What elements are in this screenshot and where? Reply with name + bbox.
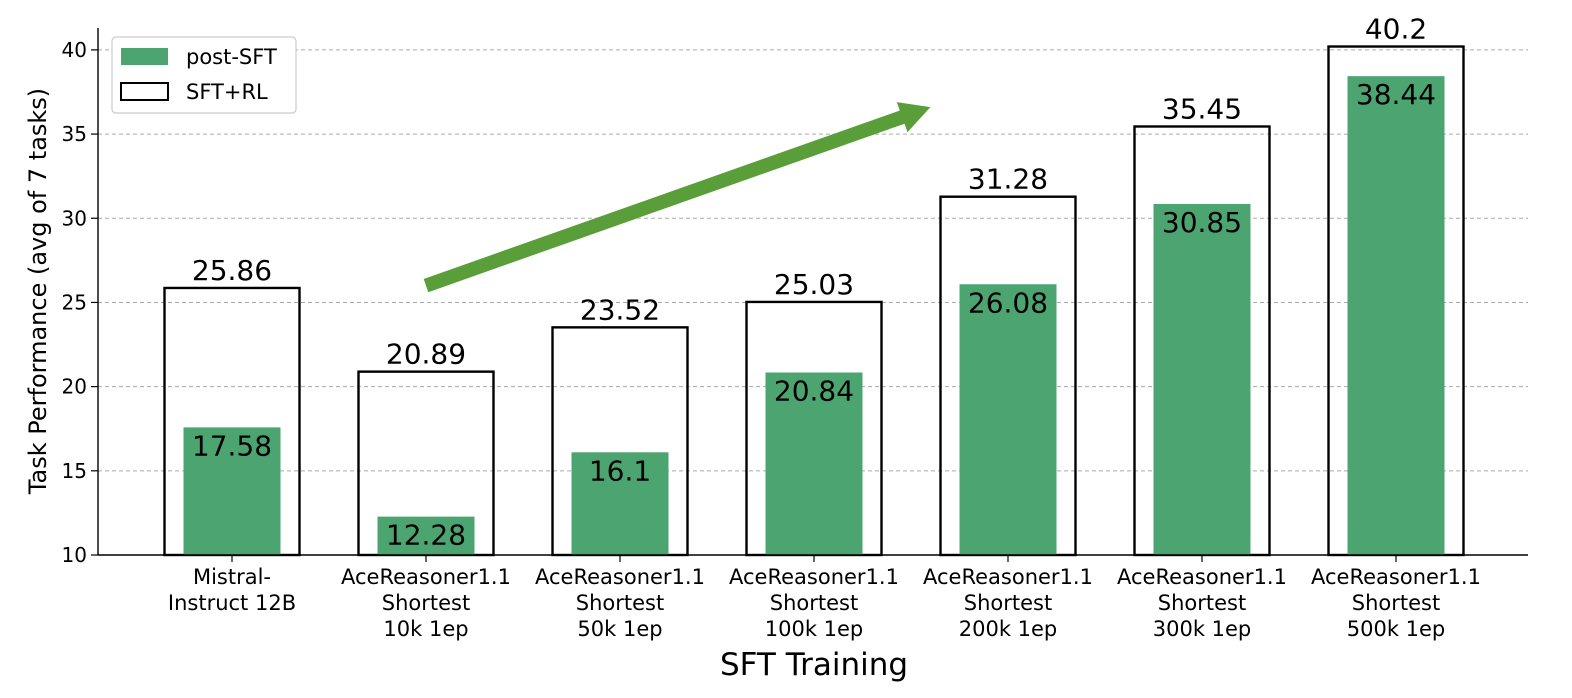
x-tick-label: 200k 1ep (959, 617, 1058, 641)
legend: post-SFT SFT+RL (111, 36, 297, 114)
x-tick-label: Shortest (964, 591, 1052, 615)
x-tick-label: AceReasoner1.1 (1311, 565, 1481, 589)
legend-swatch-post-sft (121, 48, 168, 65)
x-tick-label: Shortest (382, 591, 470, 615)
y-ticks: 10 15 20 25 30 35 40 (62, 38, 98, 567)
y-tick-label: 20 (62, 375, 87, 399)
x-tick-label: 50k 1ep (577, 617, 662, 641)
annotations (423, 102, 931, 293)
x-tick-label: Shortest (1158, 591, 1246, 615)
y-tick-label: 15 (62, 459, 87, 483)
value-label-post-sft: 16.1 (589, 454, 651, 487)
x-axis-title: SFT Training (720, 647, 908, 683)
value-label-sft-rl: 35.45 (1162, 92, 1242, 125)
value-label-post-sft: 38.44 (1356, 78, 1436, 111)
x-tick-label: 300k 1ep (1153, 617, 1252, 641)
value-label-sft-rl: 25.86 (192, 254, 272, 287)
bar-post-sft (765, 372, 863, 555)
y-tick-label: 30 (62, 206, 87, 230)
y-tick-label: 35 (62, 122, 87, 146)
value-label-post-sft: 20.84 (774, 374, 854, 407)
value-label-sft-rl: 23.52 (580, 293, 660, 326)
x-tick-label: AceReasoner1.1 (341, 565, 511, 589)
bar-post-sft (1153, 203, 1251, 556)
trend-arrow (423, 102, 931, 293)
x-tick-label: 500k 1ep (1347, 617, 1446, 641)
value-label-sft-rl: 40.2 (1365, 13, 1427, 46)
value-label-sft-rl: 31.28 (968, 163, 1048, 196)
legend-label-sft-rl: SFT+RL (186, 80, 268, 104)
legend-label-post-sft: post-SFT (186, 45, 277, 69)
x-tick-label: Mistral- (193, 565, 271, 589)
y-axis-title: Task Performance (avg of 7 tasks) (24, 88, 52, 495)
legend-swatch-sft-rl (120, 82, 169, 101)
value-label-post-sft: 12.28 (386, 519, 466, 552)
x-tick-label: 10k 1ep (383, 617, 468, 641)
value-label-sft-rl: 25.03 (774, 268, 854, 301)
value-labels: 25.86 17.58 20.89 12.28 23.52 16.1 25.03 20.84 3… (192, 13, 1436, 552)
x-tick-labels: Mistral-Instruct 12BAceReasoner1.1Shorte… (168, 555, 1481, 641)
x-tick-label: AceReasoner1.1 (923, 565, 1093, 589)
x-tick-label: AceReasoner1.1 (535, 565, 705, 589)
x-tick-label: Instruct 12B (168, 591, 296, 615)
value-label-post-sft: 26.08 (968, 286, 1048, 319)
y-tick-label: 40 (62, 38, 87, 62)
value-label-post-sft: 30.85 (1162, 206, 1242, 239)
y-tick-label: 25 (62, 290, 87, 314)
axes (97, 28, 1528, 556)
value-label-sft-rl: 20.89 (386, 338, 466, 371)
x-tick-label: AceReasoner1.1 (729, 565, 899, 589)
bar-post-sft (377, 516, 475, 555)
y-tick-label: 10 (62, 543, 87, 567)
x-tick-label: Shortest (576, 591, 664, 615)
bar-post-sft (959, 284, 1057, 555)
bar-post-sft (1347, 76, 1445, 555)
x-tick-label: 100k 1ep (765, 617, 864, 641)
x-tick-label: AceReasoner1.1 (1117, 565, 1287, 589)
value-label-post-sft: 17.58 (192, 429, 272, 462)
bar-post-sft (571, 452, 669, 555)
bar-post-sft (183, 427, 281, 555)
x-tick-label: Shortest (1352, 591, 1440, 615)
x-tick-label: Shortest (770, 591, 858, 615)
